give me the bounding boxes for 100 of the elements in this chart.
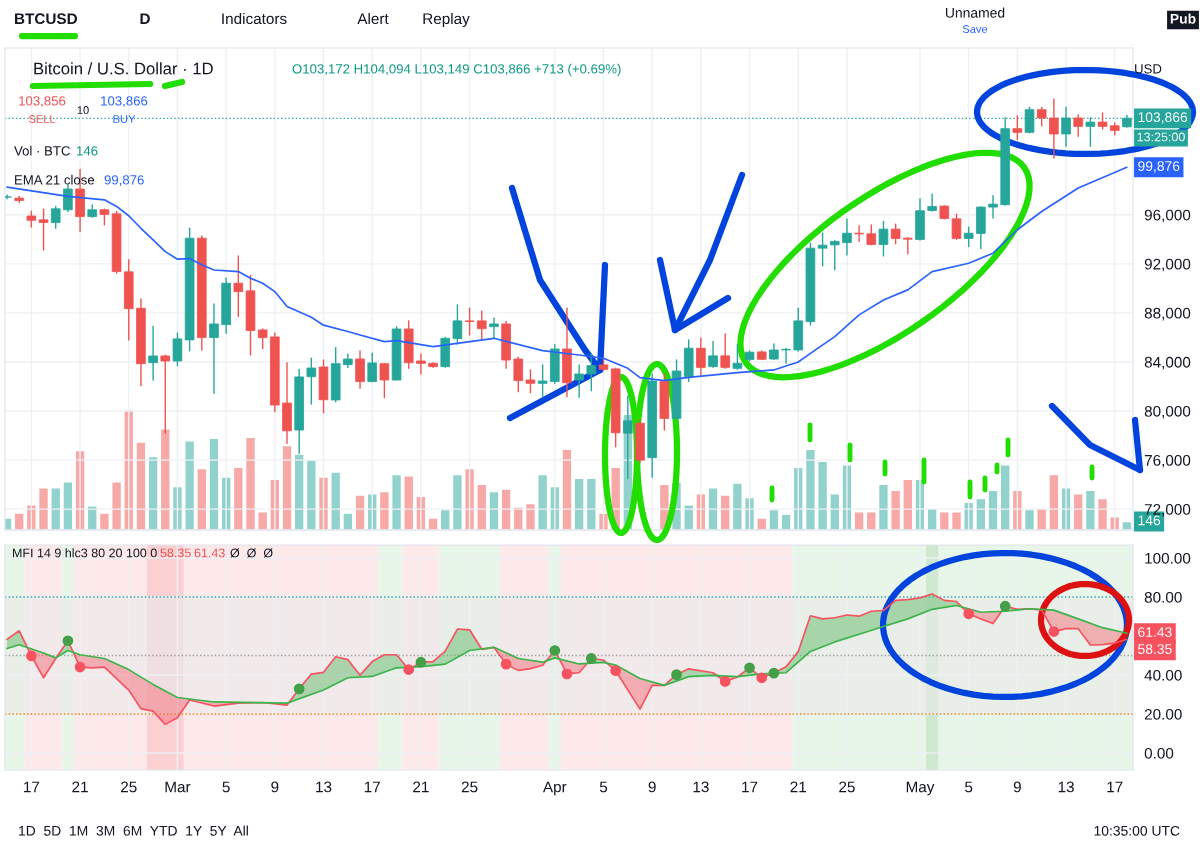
x-tick-label: 21 (413, 781, 429, 793)
y-tick-label: 0.00 (1144, 747, 1174, 759)
x-tick-label: 17 (742, 781, 758, 793)
candlestick (209, 303, 219, 395)
candlestick (257, 328, 268, 350)
x-tick-label: 25 (461, 781, 478, 793)
text: 10:35:00 UTC (1094, 825, 1180, 836)
candlestick (878, 220, 889, 257)
annotation: 10 (77, 106, 89, 114)
annotation: 61.43 (194, 548, 225, 558)
point (1048, 626, 1060, 637)
x-tick-label: 17 (1107, 781, 1123, 793)
candlestick (890, 223, 901, 245)
candlestick (416, 353, 426, 375)
annotation: 99,876 (1138, 161, 1180, 173)
y-tick-label: 96,000 (1144, 209, 1191, 223)
x-tick-label: 5 (222, 781, 230, 793)
point (719, 676, 731, 687)
point (403, 664, 415, 675)
y-tick-label: 80.00 (1144, 591, 1182, 603)
annotation: 146 (1138, 515, 1161, 526)
y-tick-label: 20.00 (1144, 708, 1182, 720)
candlestick (927, 193, 937, 212)
text: Alert (357, 12, 389, 25)
x-tick-label: 13 (693, 781, 709, 793)
text: Replay (423, 12, 470, 28)
y-tick-label: 84,000 (1144, 356, 1191, 370)
point (549, 645, 561, 656)
x-tick-label: May (906, 781, 935, 796)
x-tick-label: Apr (542, 781, 567, 796)
candlestick (513, 356, 524, 393)
candlestick (38, 208, 49, 251)
x-tick-label: 25 (839, 781, 855, 793)
annotation: MFI 14 9 hlc3 80 20 100 0 (13, 548, 157, 558)
y-tick-label: 72,000 (1144, 504, 1191, 517)
annotation: 61.43 (1138, 627, 1172, 637)
text: 13:25:00 (1137, 132, 1185, 142)
candlestick (708, 340, 718, 369)
x-tick-label: Mar (165, 781, 191, 793)
x-tick-label: 5 (599, 781, 608, 793)
candlestick (903, 236, 913, 255)
candlestick (1049, 98, 1059, 159)
candlestick (525, 369, 536, 394)
annotation: Vol · BTC (14, 145, 70, 156)
annotation: 103,856 (19, 96, 66, 108)
x-tick-label: 17 (24, 781, 40, 793)
y-tick-label: 88,000 (1144, 307, 1191, 321)
candlestick (367, 352, 378, 383)
point (768, 667, 780, 679)
candlestick (574, 364, 584, 398)
x-tick-label: 9 (1013, 781, 1021, 793)
point (610, 665, 622, 677)
text: D (140, 13, 150, 24)
text: Unnamed (945, 7, 1005, 18)
annotation: 58.35 (160, 548, 191, 558)
x-tick-label: 21 (790, 781, 806, 793)
y-tick-label: 76,000 (1144, 454, 1191, 468)
x-tick-label: 21 (72, 781, 88, 793)
x-tick-label: 13 (1058, 781, 1074, 793)
candlestick (817, 232, 828, 267)
y-tick-label: 100.00 (1145, 552, 1191, 564)
point (415, 656, 427, 668)
candlestick (355, 350, 365, 390)
candlestick (586, 352, 597, 392)
candlestick (842, 218, 852, 256)
text: BTCUSD (15, 13, 78, 25)
candlestick (1012, 115, 1023, 141)
candlestick (452, 304, 463, 345)
point (744, 662, 755, 674)
y-tick-label: 92,000 (1144, 258, 1191, 272)
annotation: Ø Ø Ø (230, 548, 273, 558)
text: Pub (1170, 13, 1196, 24)
annotation: 103,866 (101, 96, 148, 108)
candlestick (489, 317, 499, 339)
point (963, 608, 975, 620)
point (585, 653, 597, 664)
candlestick (233, 255, 244, 318)
y-tick-label: 80,000 (1144, 405, 1191, 419)
point (756, 672, 768, 684)
candlestick (720, 333, 731, 370)
point (561, 668, 573, 680)
annotation: O103,172 H104,094 L103,149 C103,866 +713 (+0.69%) (292, 63, 621, 77)
candlestick (988, 195, 998, 219)
text: Save (962, 25, 988, 33)
candlestick (306, 357, 317, 405)
y-tick-label: 40.00 (1144, 669, 1182, 681)
candlestick (1036, 106, 1047, 127)
annotation: SELL (28, 115, 56, 123)
point (500, 658, 512, 670)
candlestick (951, 213, 962, 240)
text: Bitcoin / U.S. Dollar · 1D (34, 62, 213, 75)
candlestick (963, 226, 974, 248)
x-tick-label: 25 (121, 781, 137, 793)
point (293, 683, 305, 695)
candlestick (781, 347, 791, 365)
annotation: 58.35 (1138, 644, 1172, 654)
candlestick (50, 205, 61, 229)
point (999, 600, 1011, 612)
x-tick-label: 9 (271, 781, 279, 793)
point (671, 669, 682, 681)
